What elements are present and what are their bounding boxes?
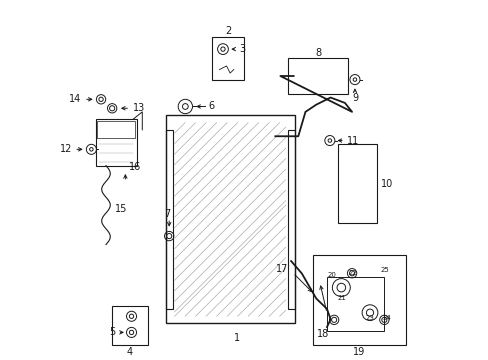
Bar <box>312 255 405 345</box>
Bar <box>287 130 294 309</box>
Text: 15: 15 <box>115 204 127 214</box>
Text: 22: 22 <box>348 270 357 276</box>
Text: 24: 24 <box>382 315 390 321</box>
Text: 25: 25 <box>380 267 389 273</box>
Text: 18: 18 <box>317 329 329 339</box>
Text: 11: 11 <box>346 136 358 145</box>
Bar <box>165 130 172 309</box>
Text: 7: 7 <box>164 209 170 219</box>
Text: 6: 6 <box>208 102 214 112</box>
Bar <box>96 119 137 166</box>
Text: 23: 23 <box>365 315 374 321</box>
Text: 1: 1 <box>233 333 239 343</box>
Text: 8: 8 <box>314 48 321 58</box>
Bar <box>97 121 135 138</box>
Text: 10: 10 <box>380 179 392 189</box>
Bar <box>212 37 244 80</box>
Text: 17: 17 <box>276 264 288 274</box>
Text: 20: 20 <box>327 272 336 278</box>
Bar <box>326 277 384 330</box>
Text: 12: 12 <box>60 144 72 154</box>
Text: 14: 14 <box>69 94 81 104</box>
Bar <box>112 306 147 345</box>
Bar <box>287 58 348 94</box>
Text: 9: 9 <box>351 93 357 103</box>
Text: 16: 16 <box>129 162 141 172</box>
Text: 19: 19 <box>352 347 365 357</box>
Bar <box>337 144 376 223</box>
Text: 4: 4 <box>126 347 133 357</box>
Text: 3: 3 <box>239 44 245 54</box>
Text: 2: 2 <box>225 26 231 36</box>
Text: 21: 21 <box>337 295 346 301</box>
Bar <box>165 116 294 323</box>
Text: 13: 13 <box>132 103 144 113</box>
Text: 5: 5 <box>109 327 115 337</box>
